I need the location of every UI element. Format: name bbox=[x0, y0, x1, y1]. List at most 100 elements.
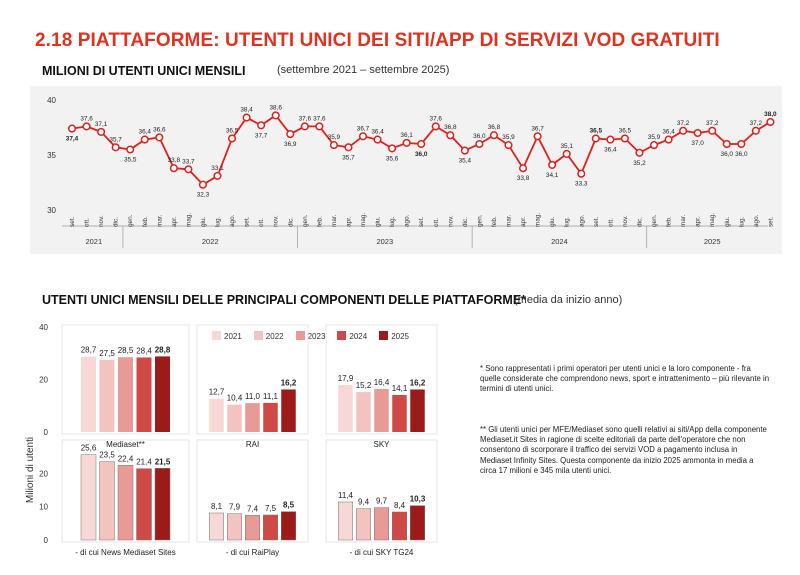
x-tick-label: apr. bbox=[345, 216, 352, 227]
group-label: SKY bbox=[373, 440, 390, 449]
x-tick-label: giu. bbox=[200, 216, 207, 227]
x-tick-label: mar. bbox=[680, 214, 687, 227]
y-tick-label: 20 bbox=[39, 469, 48, 478]
year-label: 2022 bbox=[202, 237, 219, 246]
data-label: 35,4 bbox=[459, 158, 472, 165]
data-label: 37,7 bbox=[255, 132, 268, 139]
data-point bbox=[271, 111, 280, 120]
bar-value-label: 8,1 bbox=[211, 502, 223, 511]
x-tick-label: gen. bbox=[476, 214, 483, 227]
group-frame bbox=[61, 439, 190, 543]
data-label: 33,8 bbox=[168, 157, 181, 164]
bar bbox=[392, 511, 407, 541]
x-tick-label: apr. bbox=[695, 216, 702, 227]
legend-label: 2025 bbox=[391, 332, 409, 341]
bar bbox=[118, 357, 133, 432]
y-tick-label: 30 bbox=[47, 206, 56, 215]
line-chart: 30 35 40 37,4 set. 37,6 ott. 37,1 nov. 35,7 dic. 35… bbox=[47, 96, 777, 248]
data-point bbox=[402, 138, 411, 147]
x-tick-label: nov. bbox=[98, 215, 105, 227]
data-label: 37,2 bbox=[706, 120, 719, 127]
data-point bbox=[388, 144, 397, 153]
data-label: 36,4 bbox=[662, 129, 675, 136]
bar-value-label: 28,7 bbox=[81, 346, 97, 355]
bar bbox=[356, 508, 371, 541]
data-point bbox=[184, 165, 193, 174]
data-point bbox=[126, 145, 135, 154]
year-label: 2023 bbox=[376, 237, 393, 246]
bar-chart: Milioni di utenti 0 20 40 28,7 27,5 28,5 28,4 28… bbox=[25, 323, 438, 557]
bar-value-label: 11,1 bbox=[263, 392, 279, 401]
data-label: 33,3 bbox=[575, 181, 588, 188]
bar bbox=[392, 394, 407, 432]
bar bbox=[117, 465, 134, 541]
data-label: 36,0 bbox=[721, 151, 734, 158]
data-point bbox=[475, 139, 484, 149]
data-point bbox=[329, 141, 338, 150]
bar-value-label: 7,9 bbox=[229, 503, 241, 512]
data-point bbox=[198, 180, 207, 189]
x-tick-label: ago. bbox=[404, 214, 411, 227]
x-tick-label: mag. bbox=[709, 213, 716, 227]
line-chart-subtitle: (settembre 2021 – settembre 2025) bbox=[277, 64, 450, 76]
bar bbox=[263, 514, 278, 541]
x-tick-label: nov. bbox=[447, 215, 454, 227]
data-label: 37,2 bbox=[750, 120, 763, 127]
footnote-1: * Sono rappresentati i primi operatori p… bbox=[480, 364, 770, 394]
y-axis-title: Milioni di utenti bbox=[25, 437, 36, 503]
bar-value-label: 8,5 bbox=[283, 501, 295, 510]
data-point bbox=[635, 148, 644, 157]
bar bbox=[209, 512, 224, 541]
bar bbox=[154, 468, 171, 541]
year-label: 2025 bbox=[704, 237, 721, 246]
data-point bbox=[446, 131, 455, 140]
y-tick-label: 40 bbox=[39, 323, 48, 332]
data-label: 33,1 bbox=[211, 165, 224, 172]
legend-label: 2023 bbox=[307, 332, 326, 341]
data-point bbox=[519, 164, 528, 173]
data-label: 32,3 bbox=[197, 192, 210, 199]
data-label: 37,6 bbox=[313, 115, 326, 122]
data-point bbox=[169, 164, 178, 173]
data-label: 37,2 bbox=[677, 120, 690, 127]
data-label: 36,5 bbox=[226, 128, 239, 135]
data-point bbox=[213, 171, 222, 180]
bar-value-label: 8,4 bbox=[394, 501, 406, 510]
data-label: 35,7 bbox=[342, 154, 355, 161]
data-point bbox=[751, 126, 760, 135]
bar bbox=[227, 404, 242, 432]
x-tick-label: giu. bbox=[724, 216, 731, 227]
bar-value-label: 28,4 bbox=[136, 346, 152, 355]
bar bbox=[338, 385, 353, 432]
bar bbox=[374, 388, 389, 432]
x-tick-label: feb. bbox=[142, 216, 149, 227]
x-tick-label: feb. bbox=[666, 216, 673, 227]
data-label: 36,5 bbox=[590, 128, 603, 135]
data-label: 36,7 bbox=[531, 125, 544, 132]
data-point bbox=[67, 124, 77, 133]
data-label: 35,6 bbox=[386, 155, 399, 162]
data-point bbox=[737, 139, 746, 149]
legend-label: 2022 bbox=[265, 332, 284, 341]
group-frame bbox=[325, 439, 438, 543]
x-tick-label: feb. bbox=[491, 216, 498, 227]
data-point bbox=[679, 126, 688, 135]
bar-value-label: 28,8 bbox=[155, 345, 171, 354]
x-tick-label: mag. bbox=[185, 213, 192, 227]
x-tick-label: mag. bbox=[535, 213, 542, 227]
data-label: 36,5 bbox=[619, 128, 632, 135]
bar bbox=[281, 389, 296, 432]
data-point bbox=[257, 121, 266, 130]
data-label: 35,5 bbox=[124, 157, 137, 164]
data-point bbox=[373, 135, 382, 144]
data-point bbox=[300, 122, 309, 131]
data-point bbox=[577, 169, 586, 178]
legend-swatch bbox=[295, 331, 305, 340]
x-tick-label: set. bbox=[767, 216, 774, 227]
data-point bbox=[140, 135, 149, 144]
data-label: 35,9 bbox=[502, 134, 515, 141]
bar bbox=[245, 515, 260, 541]
legend-item-2025: 2025 bbox=[379, 331, 409, 341]
bar-value-label: 16,2 bbox=[281, 378, 297, 387]
x-tick-label: mar. bbox=[331, 214, 338, 227]
